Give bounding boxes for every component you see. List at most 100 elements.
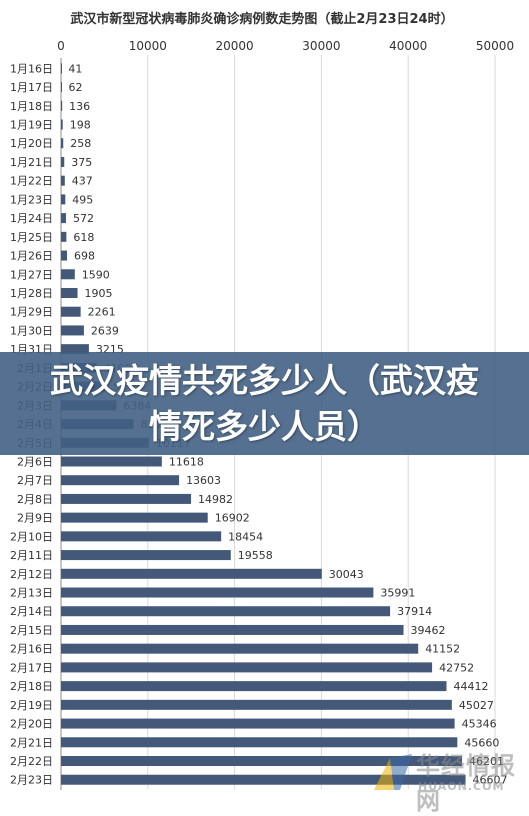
x-tick-label: 40000: [389, 39, 427, 53]
chart-title: 武汉市新型冠状病毒肺炎确诊病例数走势图（截止2月23日24时）: [70, 11, 453, 27]
category-label: 2月7日: [17, 474, 53, 487]
data-label: 1905: [85, 287, 113, 300]
data-label: 136: [69, 100, 90, 113]
data-label: 437: [72, 175, 93, 188]
category-label: 2月22日: [10, 755, 53, 768]
data-label: 45346: [462, 718, 497, 731]
category-label: 2月10日: [10, 530, 53, 543]
category-label: 2月21日: [10, 736, 53, 749]
bar: [61, 475, 180, 486]
bar: [61, 718, 455, 729]
bar: [61, 138, 64, 149]
data-label: 35991: [380, 587, 415, 600]
x-tick-label: 20000: [216, 39, 254, 53]
bar: [61, 606, 391, 617]
bar: [61, 231, 67, 242]
category-label: 1月29日: [10, 306, 53, 319]
category-label: 2月9日: [17, 512, 53, 525]
bar: [61, 737, 458, 748]
category-label: 1月22日: [10, 175, 53, 188]
data-label: 45027: [459, 699, 494, 712]
category-label: 2月23日: [10, 774, 53, 787]
x-tick-label: 0: [57, 39, 65, 53]
bar: [61, 100, 63, 111]
bar: [61, 456, 162, 467]
data-label: 45660: [464, 736, 499, 749]
bar: [61, 306, 81, 317]
data-label: 572: [73, 212, 94, 225]
bar: [61, 250, 68, 261]
data-label: 11618: [169, 455, 204, 468]
data-label: 375: [71, 156, 92, 169]
bar: [61, 531, 222, 542]
category-label: 1月19日: [10, 119, 53, 132]
data-label: 62: [69, 81, 83, 94]
headline-text: 武汉疫情共死多少人（武汉疫情死多少人员）: [50, 360, 479, 446]
category-label: 2月6日: [17, 455, 53, 468]
category-label: 2月12日: [10, 568, 53, 581]
bar: [61, 624, 404, 635]
data-label: 258: [70, 137, 91, 150]
category-label: 2月14日: [10, 605, 53, 618]
category-label: 2月20日: [10, 718, 53, 731]
category-label: 2月11日: [10, 549, 53, 562]
bar: [61, 774, 466, 785]
bar: [61, 82, 62, 93]
data-label: 698: [74, 250, 95, 263]
data-label: 30043: [329, 568, 364, 581]
category-label: 2月15日: [10, 624, 53, 637]
category-label: 1月16日: [10, 62, 53, 75]
category-label: 1月25日: [10, 231, 53, 244]
category-label: 1月23日: [10, 193, 53, 206]
data-label: 2261: [88, 306, 116, 319]
category-label: 1月17日: [10, 81, 53, 94]
data-label: 495: [72, 193, 93, 206]
bar: [61, 344, 89, 355]
watermark-logo-icon: [374, 754, 412, 790]
bar: [61, 119, 63, 130]
data-label: 41: [68, 62, 82, 75]
data-label: 14982: [198, 493, 233, 506]
bar: [61, 63, 62, 74]
data-label: 16902: [215, 512, 250, 525]
category-label: 1月20日: [10, 137, 53, 150]
bar: [61, 568, 322, 579]
bar: [61, 213, 66, 224]
category-label: 1月30日: [10, 324, 53, 337]
data-label: 618: [73, 231, 94, 244]
category-label: 1月27日: [10, 268, 53, 281]
bar: [61, 681, 447, 692]
bar: [61, 699, 452, 710]
bar: [61, 550, 231, 561]
data-label: 42752: [439, 661, 474, 674]
x-tick-label: 30000: [302, 39, 340, 53]
category-label: 1月21日: [10, 156, 53, 169]
data-label: 37914: [397, 605, 432, 618]
category-label: 2月17日: [10, 661, 53, 674]
watermark-en: HUAON.COM: [418, 780, 505, 793]
data-label: 44412: [453, 680, 488, 693]
bar: [61, 643, 419, 654]
data-label: 46201: [469, 755, 504, 768]
category-label: 2月8日: [17, 493, 53, 506]
bar: [61, 156, 65, 167]
data-label: 198: [70, 119, 91, 132]
category-label: 2月13日: [10, 587, 53, 600]
bar: [61, 587, 374, 598]
data-label: 19558: [238, 549, 273, 562]
bar: [61, 493, 192, 504]
category-label: 2月18日: [10, 680, 53, 693]
category-label: 1月28日: [10, 287, 53, 300]
x-tick-label: 50000: [476, 39, 514, 53]
data-label: 41152: [425, 643, 460, 656]
data-label: 1590: [82, 268, 110, 281]
category-label: 1月26日: [10, 250, 53, 263]
bar: [61, 325, 84, 336]
bar: [61, 756, 463, 766]
bar: [61, 175, 65, 186]
category-label: 2月19日: [10, 699, 53, 712]
bar: [61, 288, 78, 298]
bar: [61, 269, 75, 280]
data-label: 39462: [411, 624, 446, 637]
watermark-cn: 华经情报网: [416, 752, 516, 815]
